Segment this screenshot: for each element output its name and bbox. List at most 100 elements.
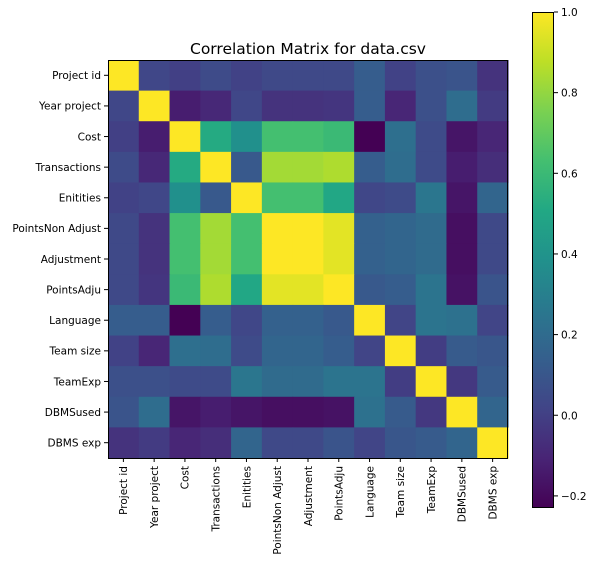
y-tick-label: PointsAdju bbox=[46, 284, 101, 296]
heatmap-cell bbox=[261, 335, 294, 367]
heatmap-cell bbox=[292, 90, 324, 122]
heatmap-cell bbox=[169, 60, 201, 92]
heatmap-cell bbox=[231, 213, 263, 245]
heatmap-cell bbox=[446, 335, 478, 367]
heatmap-cell bbox=[415, 60, 448, 92]
x-tick-label: Project id bbox=[118, 466, 130, 515]
y-tick-label: Adjustment bbox=[41, 254, 101, 266]
heatmap-cell bbox=[200, 60, 232, 92]
x-tick-label: PointsNon Adjust bbox=[272, 466, 284, 555]
heatmap-cell bbox=[200, 182, 232, 214]
y-tick-label: Enitities bbox=[59, 193, 101, 205]
heatmap-cell bbox=[108, 182, 140, 214]
heatmap-cell bbox=[200, 213, 232, 245]
heatmap-cell bbox=[231, 335, 263, 367]
heatmap-cell bbox=[231, 274, 263, 306]
heatmap-cell bbox=[200, 90, 232, 122]
heatmap-cell bbox=[261, 182, 294, 214]
colorbar-tick-label: 0.6 bbox=[561, 168, 578, 180]
heatmap-cell bbox=[477, 213, 509, 245]
heatmap-cell bbox=[354, 396, 386, 428]
colorbar-tick-label: −0.2 bbox=[561, 491, 587, 503]
heatmap-cell bbox=[292, 396, 324, 428]
colorbar-ticks: 1.0 0.8 0.6 0.4 0.2 0.0 −0.2 bbox=[554, 7, 587, 503]
heatmap-cell bbox=[384, 274, 417, 306]
heatmap-cell bbox=[108, 60, 140, 92]
heatmap-cell bbox=[231, 182, 263, 214]
heatmap-cell bbox=[446, 427, 478, 459]
heatmap-cell bbox=[231, 151, 263, 184]
heatmap-cell bbox=[323, 274, 355, 306]
heatmap-cell bbox=[477, 274, 509, 306]
heatmap-cell bbox=[231, 304, 263, 337]
heatmap-cell bbox=[138, 90, 171, 122]
heatmap-cell bbox=[292, 60, 324, 92]
heatmap-cell bbox=[477, 90, 509, 122]
heatmap-cell bbox=[169, 182, 201, 214]
heatmap-cell bbox=[446, 274, 478, 306]
heatmap-cell bbox=[384, 121, 417, 153]
y-tick-label: DBMSused bbox=[45, 407, 101, 419]
y-tick-label: Team size bbox=[49, 346, 101, 358]
heatmap-cell bbox=[446, 151, 478, 184]
heatmap-cell bbox=[108, 335, 140, 367]
heatmap-cell bbox=[261, 396, 294, 428]
heatmap-cell bbox=[261, 213, 294, 245]
heatmap-cell bbox=[261, 274, 294, 306]
heatmap-cell bbox=[415, 304, 448, 337]
heatmap-cell bbox=[415, 396, 448, 428]
heatmap-cell bbox=[138, 121, 171, 153]
heatmap-cell bbox=[384, 213, 417, 245]
heatmap-cell bbox=[354, 304, 386, 337]
heatmap-cell bbox=[323, 151, 355, 184]
heatmap-cell bbox=[384, 243, 417, 275]
heatmap-cell bbox=[261, 427, 294, 459]
heatmap-cell bbox=[261, 60, 294, 92]
colorbar-tick-label: 0.0 bbox=[561, 410, 578, 422]
heatmap-cell bbox=[138, 366, 171, 398]
heatmap-cell bbox=[138, 274, 171, 306]
heatmap-cell bbox=[354, 335, 386, 367]
heatmap-cell bbox=[446, 304, 478, 337]
heatmap-cell bbox=[446, 182, 478, 214]
heatmap-cell bbox=[169, 304, 201, 337]
heatmap-cell bbox=[384, 366, 417, 398]
y-tick-label: Project id bbox=[52, 70, 101, 82]
heatmap-cell bbox=[323, 213, 355, 245]
heatmap-cell bbox=[231, 366, 263, 398]
heatmap-cell bbox=[446, 366, 478, 398]
heatmap-cell bbox=[384, 182, 417, 214]
heatmap-cell bbox=[169, 335, 201, 367]
y-tick-label: Year project bbox=[38, 101, 101, 113]
heatmap-cell bbox=[477, 60, 509, 92]
y-tick-label: DBMS exp bbox=[47, 437, 101, 449]
colorbar-tick-label: 0.4 bbox=[561, 249, 578, 261]
heatmap-cell bbox=[292, 213, 324, 245]
heatmap-cell bbox=[231, 60, 263, 92]
x-tick-label: Year project bbox=[149, 466, 161, 529]
heatmap-cell bbox=[384, 304, 417, 337]
heatmap-cell bbox=[323, 335, 355, 367]
heatmap-cell bbox=[384, 151, 417, 184]
colorbar-tick-label: 0.8 bbox=[561, 88, 578, 100]
heatmap-cell bbox=[354, 151, 386, 184]
x-tick-label: Adjustment bbox=[303, 466, 315, 526]
heatmap-cell bbox=[384, 396, 417, 428]
x-tick-label: Transactions bbox=[210, 466, 222, 533]
heatmap-cell bbox=[323, 60, 355, 92]
heatmap-cell bbox=[415, 213, 448, 245]
colorbar bbox=[532, 12, 554, 508]
x-tick-label: DBMS exp bbox=[487, 466, 499, 520]
heatmap-cell bbox=[200, 427, 232, 459]
heatmap-cell bbox=[231, 90, 263, 122]
heatmap-cell bbox=[138, 427, 171, 459]
heatmap-cell bbox=[138, 213, 171, 245]
heatmap-cell bbox=[108, 366, 140, 398]
heatmap-cell bbox=[200, 243, 232, 275]
x-tick-label: Enitities bbox=[241, 466, 253, 508]
y-tick-label: TeamExp bbox=[53, 376, 102, 388]
heatmap-cell bbox=[108, 396, 140, 428]
x-tick-label: DBMSused bbox=[457, 466, 469, 522]
heatmap-cell bbox=[477, 396, 509, 428]
heatmap-cell bbox=[384, 335, 417, 367]
